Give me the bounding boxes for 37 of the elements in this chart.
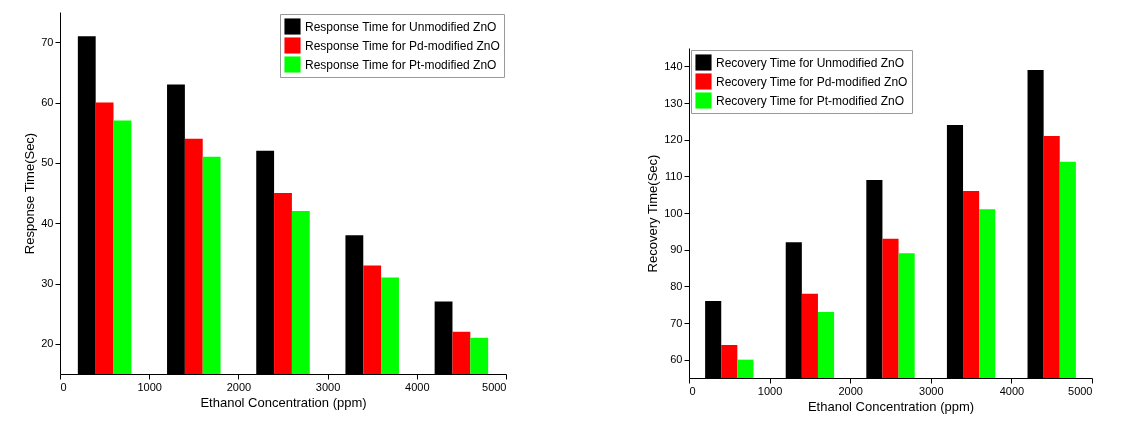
y-axis-title: Recovery Time(Sec) [645, 154, 661, 273]
legend-label: Recovery Time for Pt-modified ZnO [716, 93, 905, 108]
y-tick-label: 100 [664, 206, 683, 219]
x-axis-title: Ethanol Concentration (ppm) [807, 398, 975, 414]
y-tick-label: 60 [670, 353, 683, 366]
x-tick-label: 0 [689, 384, 696, 397]
x-tick-label: 2000 [226, 380, 252, 393]
y-tick-label: 70 [670, 316, 683, 329]
x-tick-label: 3000 [919, 384, 944, 397]
y-tick-label: 50 [41, 156, 54, 169]
x-tick-label: 4000 [405, 380, 430, 393]
x-tick-label: 1000 [757, 384, 783, 397]
y-tick-label: 90 [670, 243, 683, 256]
legend-label: Response Time for Pd-modified ZnO [305, 38, 500, 53]
y-tick-label: 110 [664, 169, 683, 182]
y-tick-label: 80 [670, 279, 683, 292]
x-tick-label: 0 [60, 380, 67, 393]
legend-label: Response Time for Unmodified ZnO [305, 19, 497, 34]
x-tick-label: 5000 [1068, 384, 1093, 397]
y-tick-label: 60 [41, 96, 54, 108]
y-tick-label: 120 [664, 133, 683, 146]
x-tick-label: 5000 [482, 380, 507, 393]
x-axis-title: Ethanol Concentration (ppm) [200, 394, 367, 410]
y-tick-label: 20 [41, 337, 54, 350]
x-tick-label: 3000 [315, 380, 341, 393]
legend-label: Recovery Time for Unmodified ZnO [716, 55, 905, 70]
x-tick-label: 2000 [838, 384, 863, 397]
y-axis-title: Response Time(Sec) [22, 132, 38, 255]
legend-label: Response Time for Pt-modified ZnO [305, 57, 497, 72]
y-tick-label: 70 [41, 35, 54, 48]
legend-label: Recovery Time for Pd-modified ZnO [716, 74, 908, 89]
x-tick-label: 4000 [999, 384, 1025, 397]
y-tick-label: 140 [664, 59, 683, 72]
x-tick-label: 1000 [137, 380, 162, 393]
y-tick-label: 30 [41, 277, 54, 289]
y-tick-label: 130 [664, 96, 683, 109]
y-tick-label: 40 [41, 216, 54, 229]
